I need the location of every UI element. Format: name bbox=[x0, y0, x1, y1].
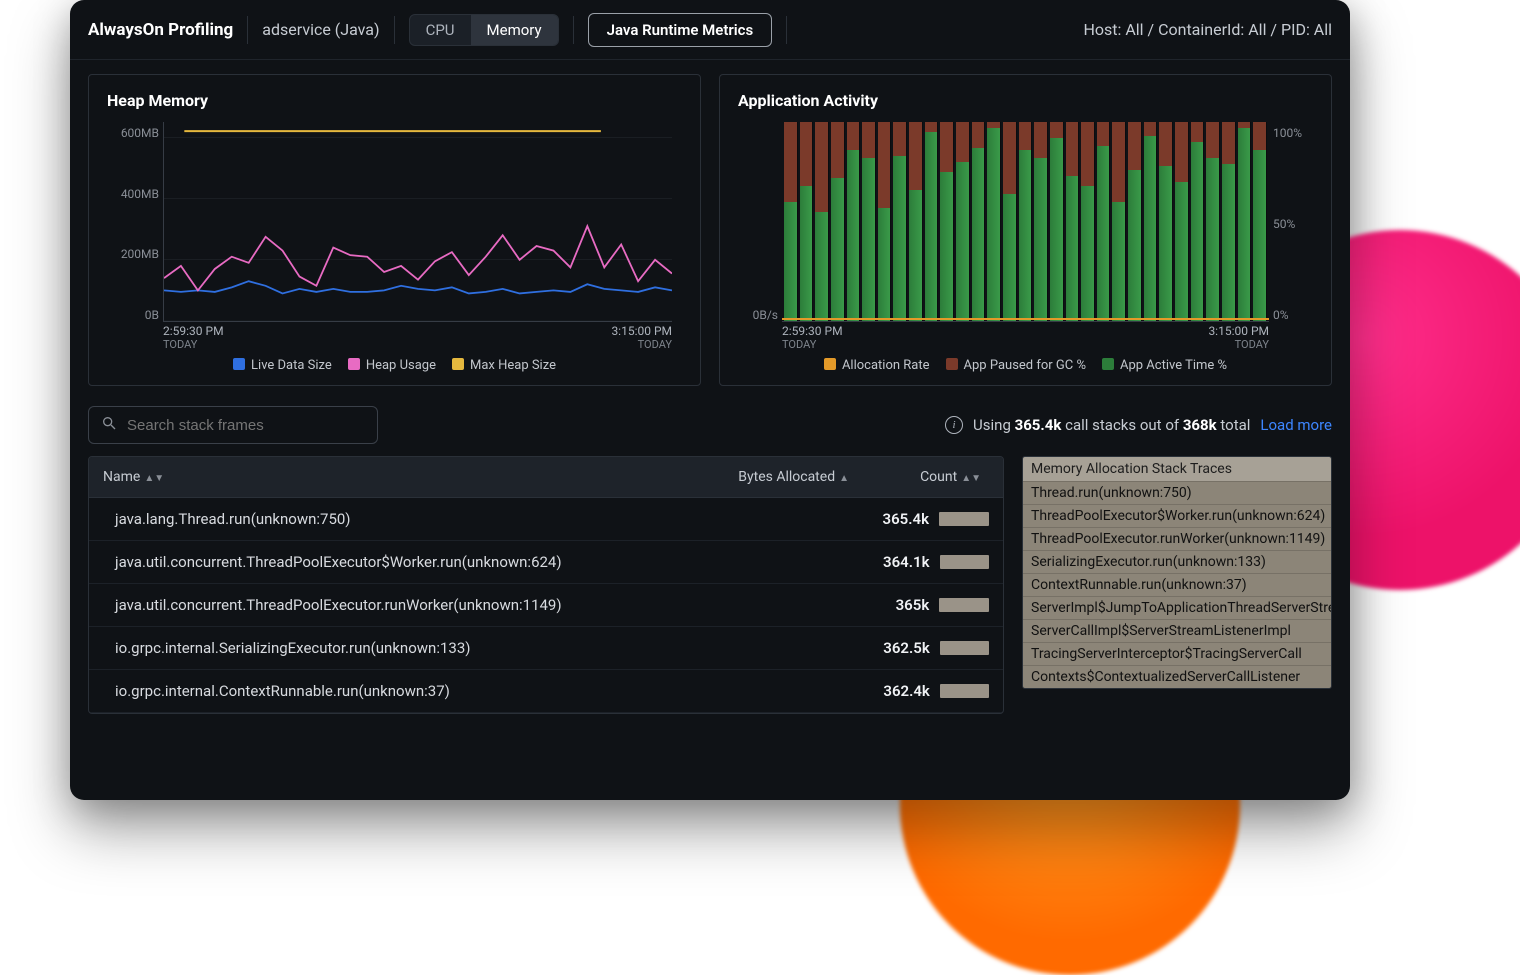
table-row[interactable]: java.util.concurrent.ThreadPoolExecutor.… bbox=[89, 584, 1003, 627]
heap-memory-card: Heap Memory 600MB400MB200MB0B 2:59:30 PM… bbox=[88, 74, 701, 386]
activity-bar[interactable] bbox=[1222, 122, 1236, 321]
activity-bar[interactable] bbox=[1112, 122, 1126, 321]
separator bbox=[247, 16, 248, 44]
table-row[interactable]: java.lang.Thread.run(unknown:750)365.4k bbox=[89, 498, 1003, 541]
heap-x-axis: 2:59:30 PMTODAY 3:15:00 PMTODAY bbox=[163, 324, 672, 356]
activity-bar[interactable] bbox=[1191, 122, 1205, 321]
separator bbox=[573, 16, 574, 44]
activity-bar[interactable] bbox=[893, 122, 907, 321]
search-icon bbox=[101, 415, 117, 435]
profiling-app: AlwaysOn Profiling adservice (Java) CPU … bbox=[70, 0, 1350, 800]
col-bytes[interactable]: Bytes Allocated▲ bbox=[699, 469, 849, 485]
activity-bar[interactable] bbox=[1238, 122, 1252, 321]
activity-bar[interactable] bbox=[1050, 122, 1064, 321]
table-row[interactable]: io.grpc.internal.SerializingExecutor.run… bbox=[89, 627, 1003, 670]
search-box[interactable] bbox=[88, 406, 378, 444]
activity-y-left: 0B/s bbox=[738, 126, 778, 322]
separator bbox=[394, 16, 395, 44]
toggle-cpu[interactable]: CPU bbox=[410, 15, 471, 45]
separator bbox=[786, 16, 787, 44]
activity-legend: Allocation RateApp Paused for GC %App Ac… bbox=[738, 358, 1313, 373]
activity-bar[interactable] bbox=[815, 122, 829, 321]
col-count[interactable]: Count▲▼ bbox=[849, 469, 989, 485]
activity-bar[interactable] bbox=[1097, 122, 1111, 321]
stack-trace-item[interactable]: SerializingExecutor.run(unknown:133) bbox=[1023, 550, 1331, 573]
activity-bar[interactable] bbox=[800, 122, 814, 321]
heap-legend: Live Data SizeHeap UsageMax Heap Size bbox=[107, 358, 682, 373]
stack-trace-item[interactable]: ThreadPoolExecutor.runWorker(unknown:114… bbox=[1023, 527, 1331, 550]
activity-bar[interactable] bbox=[987, 122, 1001, 321]
sidebar-title: Memory Allocation Stack Traces bbox=[1023, 457, 1331, 481]
activity-bar[interactable] bbox=[1128, 122, 1142, 321]
mode-toggle: CPU Memory bbox=[409, 14, 559, 46]
service-name[interactable]: adservice (Java) bbox=[262, 20, 379, 39]
stack-frames-table: Name▲▼ Bytes Allocated▲ Count▲▼ java.lan… bbox=[88, 456, 1004, 714]
activity-bar[interactable] bbox=[1003, 122, 1017, 321]
table-row[interactable]: java.util.concurrent.ThreadPoolExecutor$… bbox=[89, 541, 1003, 584]
stack-trace-item[interactable]: Contexts$ContextualizedServerCallListene… bbox=[1023, 665, 1331, 688]
activity-bar[interactable] bbox=[831, 122, 845, 321]
stack-trace-sidebar: Memory Allocation Stack Traces Thread.ru… bbox=[1022, 456, 1332, 714]
heap-plot[interactable] bbox=[163, 122, 672, 322]
activity-bar[interactable] bbox=[909, 122, 923, 321]
topbar: AlwaysOn Profiling adservice (Java) CPU … bbox=[70, 0, 1350, 60]
activity-bar[interactable] bbox=[1144, 122, 1158, 321]
stack-trace-item[interactable]: Thread.run(unknown:750) bbox=[1023, 481, 1331, 504]
filters-summary[interactable]: Host: All / ContainerId: All / PID: All bbox=[1083, 20, 1332, 39]
stack-trace-item[interactable]: TracingServerInterceptor$TracingServerCa… bbox=[1023, 642, 1331, 665]
activity-bar[interactable] bbox=[1019, 122, 1033, 321]
activity-bar[interactable] bbox=[1081, 122, 1095, 321]
activity-bar[interactable] bbox=[972, 122, 986, 321]
stacks-info: i Using 365.4k call stacks out of 368k t… bbox=[945, 416, 1332, 434]
activity-x-axis: 2:59:30 PMTODAY 3:15:00 PMTODAY bbox=[782, 324, 1269, 356]
activity-bar[interactable] bbox=[862, 122, 876, 321]
activity-plot[interactable] bbox=[782, 122, 1269, 322]
heap-y-axis: 600MB400MB200MB0B bbox=[107, 126, 159, 322]
activity-bar[interactable] bbox=[940, 122, 954, 321]
table-row[interactable]: io.grpc.internal.ContextRunnable.run(unk… bbox=[89, 670, 1003, 713]
activity-title: Application Activity bbox=[738, 91, 1313, 110]
table-header: Name▲▼ Bytes Allocated▲ Count▲▼ bbox=[89, 457, 1003, 498]
heap-title: Heap Memory bbox=[107, 91, 682, 110]
info-icon[interactable]: i bbox=[945, 416, 963, 434]
stack-trace-item[interactable]: ContextRunnable.run(unknown:37) bbox=[1023, 573, 1331, 596]
activity-bar[interactable] bbox=[1206, 122, 1220, 321]
toggle-memory[interactable]: Memory bbox=[471, 15, 558, 45]
col-name[interactable]: Name▲▼ bbox=[103, 469, 699, 485]
load-more-link[interactable]: Load more bbox=[1260, 416, 1332, 434]
app-title: AlwaysOn Profiling bbox=[88, 20, 233, 40]
stack-trace-item[interactable]: ServerImpl$JumpToApplicationThreadServer… bbox=[1023, 596, 1331, 619]
activity-bar[interactable] bbox=[1066, 122, 1080, 321]
stack-trace-item[interactable]: ServerCallImpl$ServerStreamListenerImpl bbox=[1023, 619, 1331, 642]
activity-bar[interactable] bbox=[847, 122, 861, 321]
activity-card: Application Activity 0B/s 100%50%0% 2:59… bbox=[719, 74, 1332, 386]
activity-bar[interactable] bbox=[1175, 122, 1189, 321]
activity-bar[interactable] bbox=[784, 122, 798, 321]
activity-bar[interactable] bbox=[878, 122, 892, 321]
activity-bar[interactable] bbox=[1159, 122, 1173, 321]
runtime-metrics-button[interactable]: Java Runtime Metrics bbox=[588, 13, 773, 47]
activity-bar[interactable] bbox=[1253, 122, 1267, 321]
activity-y-right: 100%50%0% bbox=[1273, 126, 1313, 322]
activity-bar[interactable] bbox=[925, 122, 939, 321]
stack-trace-item[interactable]: ThreadPoolExecutor$Worker.run(unknown:62… bbox=[1023, 504, 1331, 527]
activity-bar[interactable] bbox=[1034, 122, 1048, 321]
search-input[interactable] bbox=[127, 417, 365, 434]
activity-bar[interactable] bbox=[956, 122, 970, 321]
